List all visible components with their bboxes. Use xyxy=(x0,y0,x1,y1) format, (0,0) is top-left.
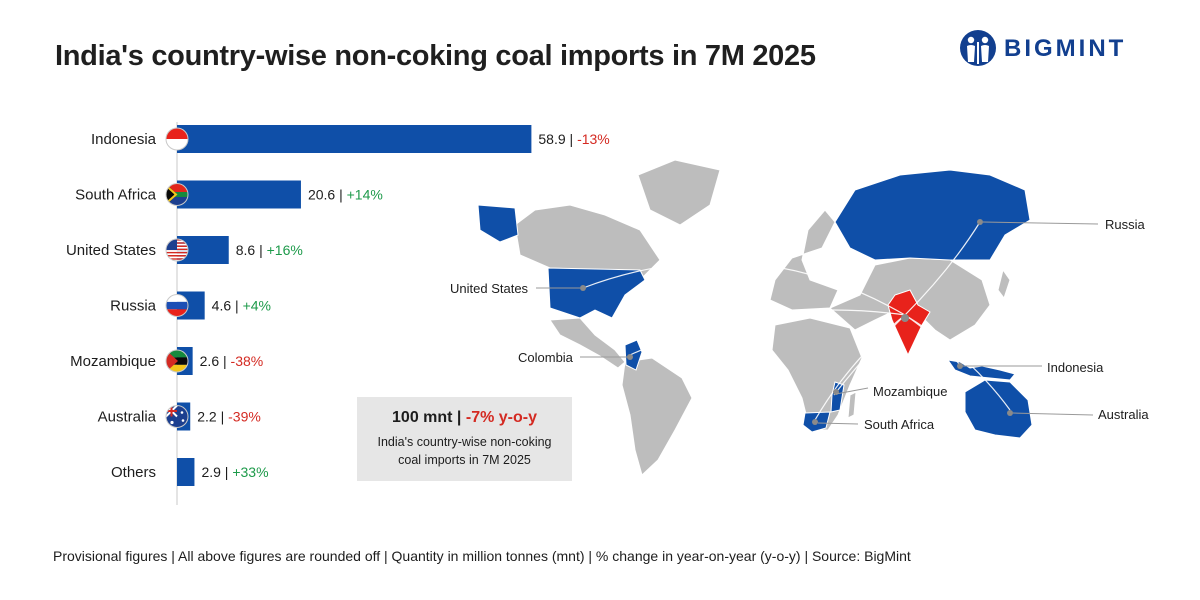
russia-marker xyxy=(977,219,983,225)
australia-marker xyxy=(1007,410,1013,416)
map-label-russia: Russia xyxy=(1105,217,1146,232)
bar-indonesia xyxy=(177,125,532,153)
australia-flag-icon xyxy=(165,405,189,428)
data-label: 4.6 | +4% xyxy=(212,298,271,314)
greenland-shape xyxy=(637,159,721,226)
trade-routes xyxy=(582,221,1011,421)
japan-shape xyxy=(997,268,1011,300)
footnote: Provisional figures | All above figures … xyxy=(53,548,911,564)
category-label: Mozambique xyxy=(70,353,156,370)
indonesia-marker xyxy=(957,363,963,369)
russia-flag-icon xyxy=(165,294,189,317)
alaska-shape xyxy=(477,204,519,243)
russia-shape xyxy=(834,169,1031,261)
colombia-marker xyxy=(627,354,633,360)
europe-shape xyxy=(769,209,839,311)
bar-chart-svg: Indonesia 58.9 | -13% South Africa 20.6 | +… xyxy=(66,122,610,505)
united-states-marker xyxy=(580,285,586,291)
map-leader-lines xyxy=(536,221,1099,425)
summary-description: India's country-wise non-coking coal imp… xyxy=(377,435,552,467)
category-label: Others xyxy=(111,464,156,481)
map-country-labels: Russia United States Colombia Indonesia … xyxy=(450,217,1149,432)
summary-separator: | xyxy=(452,409,466,426)
data-label: 2.6 | -38% xyxy=(200,353,264,369)
category-label: United States xyxy=(66,242,156,259)
south-africa-marker xyxy=(812,419,818,425)
map-label-indonesia: Indonesia xyxy=(1047,360,1104,375)
australia-shape xyxy=(964,379,1033,439)
category-label: Indonesia xyxy=(91,131,157,148)
map-markers xyxy=(580,219,1013,425)
mexico-central-america-shape xyxy=(549,317,626,369)
map-label-south-africa: South Africa xyxy=(864,417,935,432)
data-label: 20.6 | +14% xyxy=(308,187,383,203)
summary-box: 100 mnt | -7% y-o-y India's country-wise… xyxy=(357,397,572,481)
map-label-colombia: Colombia xyxy=(518,350,574,365)
bigmint-emblem-icon xyxy=(960,30,996,66)
data-label: 2.9 | +33% xyxy=(201,464,268,480)
canada-shape xyxy=(514,204,661,281)
world-map: Russia United States Colombia Indonesia … xyxy=(430,130,1200,490)
map-label-united-states: United States xyxy=(450,281,529,296)
data-label: 58.9 | -13% xyxy=(538,131,609,147)
madagascar-shape xyxy=(847,391,857,419)
south-africa-flag-icon xyxy=(165,183,189,206)
bar-others xyxy=(177,458,195,486)
summary-change: -7% y-o-y xyxy=(465,409,537,426)
category-label: South Africa xyxy=(75,187,157,204)
data-label: 8.6 | +16% xyxy=(236,242,303,258)
south-america-shape xyxy=(621,357,693,476)
united-states-flag-icon xyxy=(165,238,189,262)
category-label: Russia xyxy=(110,298,157,315)
india-marker xyxy=(901,314,909,322)
bigmint-logo: BIGMINT xyxy=(958,28,1158,68)
indonesia-flag-icon xyxy=(165,127,189,151)
category-label: Australia xyxy=(98,409,157,426)
map-label-australia: Australia xyxy=(1098,407,1149,422)
mozambique-flag-icon xyxy=(165,349,189,373)
india-shape xyxy=(887,289,931,357)
logo-text: BIGMINT xyxy=(1004,35,1127,62)
bar-south-africa xyxy=(177,180,301,209)
map-label-mozambique: Mozambique xyxy=(873,384,947,399)
colombia-shape xyxy=(624,339,643,371)
page-title: India's country-wise non-coking coal imp… xyxy=(55,40,816,72)
summary-total: 100 mnt xyxy=(392,409,453,426)
bar-chart: Indonesia 58.9 | -13% South Africa 20.6 | +… xyxy=(0,100,620,520)
data-label: 2.2 | -39% xyxy=(197,409,261,425)
united-states-shape xyxy=(547,267,646,319)
world-map-svg: Russia United States Colombia Indonesia … xyxy=(450,159,1149,476)
summary-headline: 100 mnt | -7% y-o-y xyxy=(357,409,572,427)
